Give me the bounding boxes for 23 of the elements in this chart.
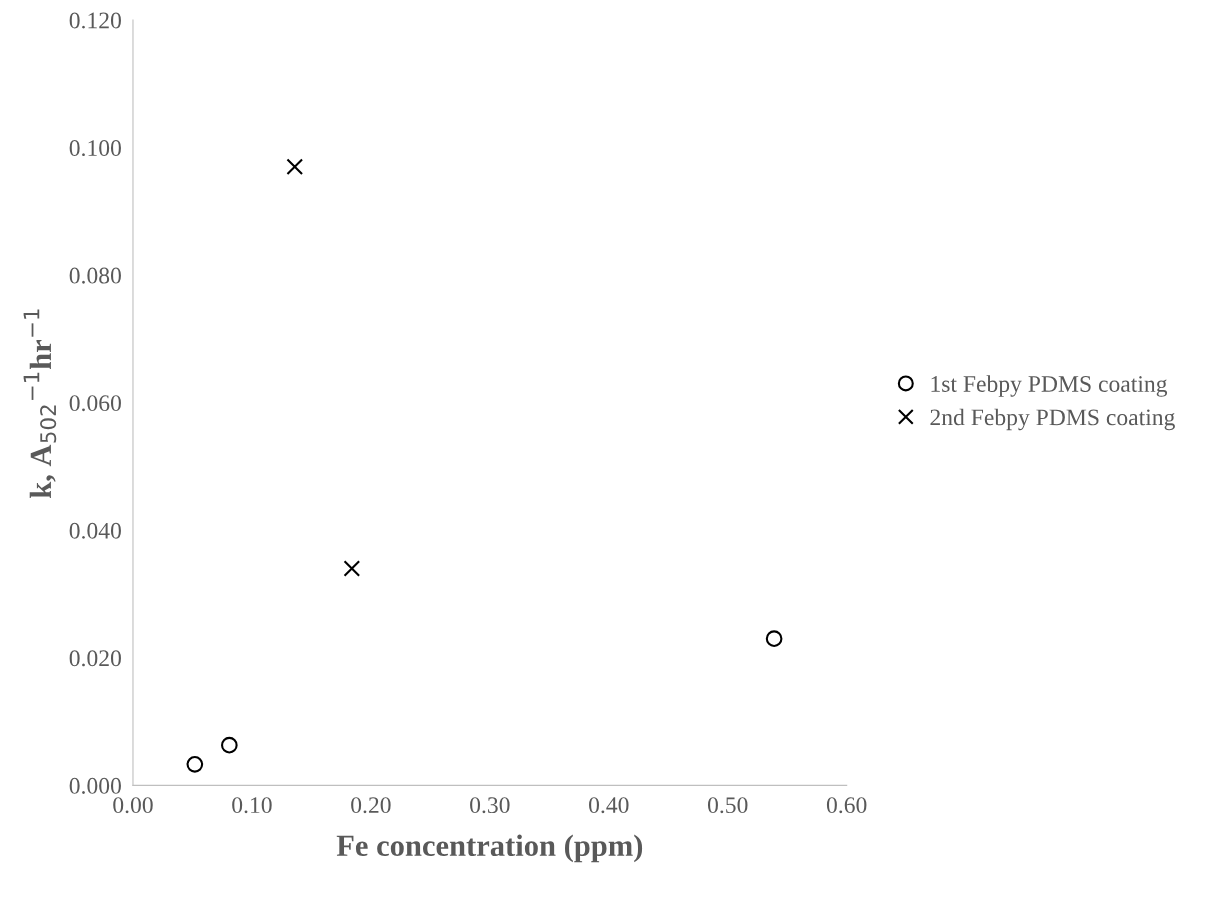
x-tick-label: 0.60 — [826, 797, 867, 814]
y-tick-label: 0.080 — [69, 267, 121, 284]
y-tick-label: 0.120 — [69, 12, 121, 29]
x-tick-label: 0.10 — [232, 797, 272, 814]
x-tick-label: 0.20 — [351, 797, 391, 814]
point — [286, 158, 304, 176]
x-tick-label: 0.00 — [113, 797, 153, 814]
x-tick-label: 0.40 — [589, 797, 629, 814]
x-axis-title: Fe concentration (ppm) — [336, 834, 643, 863]
y-tick-label: 0.060 — [69, 395, 121, 412]
x-tick-label: 0.50 — [707, 797, 748, 814]
point — [765, 630, 783, 647]
y-axis-title: k, A$_{502}$$^{−1}$hr$^{−1}$ — [23, 309, 57, 499]
y-tick-label: 0.000 — [69, 777, 121, 794]
point — [221, 736, 238, 754]
point — [186, 756, 204, 773]
point — [343, 560, 361, 577]
legend-label: 2nd Febpy PDMS coating — [930, 408, 1175, 431]
x-tick-label: 0.30 — [470, 797, 510, 814]
y-tick-label: 0.100 — [69, 140, 121, 157]
y-tick-label: 0.020 — [69, 650, 121, 667]
legend-label: 1st Febpy PDMS coating — [931, 375, 1168, 397]
y-tick-label: 0.040 — [69, 522, 121, 539]
